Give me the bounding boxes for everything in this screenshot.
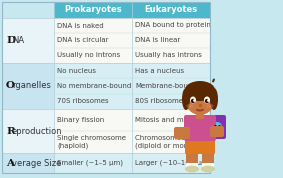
FancyBboxPatch shape <box>186 163 198 172</box>
FancyBboxPatch shape <box>208 115 226 139</box>
Ellipse shape <box>207 104 213 108</box>
FancyBboxPatch shape <box>186 148 198 172</box>
Text: O: O <box>6 82 15 90</box>
Bar <box>132 18 210 63</box>
Text: R: R <box>6 127 15 135</box>
FancyBboxPatch shape <box>202 163 214 172</box>
Text: Usually no introns: Usually no introns <box>57 53 120 59</box>
Bar <box>2 109 54 153</box>
Ellipse shape <box>204 96 210 103</box>
Text: Single chromosome
(haploid): Single chromosome (haploid) <box>57 135 126 149</box>
Text: Membrane-bound: Membrane-bound <box>135 83 197 89</box>
Text: DNA bound to protein: DNA bound to protein <box>135 22 211 28</box>
Bar <box>2 2 210 173</box>
Bar <box>2 18 54 63</box>
Bar <box>132 2 210 18</box>
Bar <box>54 63 132 109</box>
Text: No membrane-bound: No membrane-bound <box>57 83 131 89</box>
Text: Mitosis and meiosis: Mitosis and meiosis <box>135 117 203 123</box>
Text: rganelles: rganelles <box>12 82 51 90</box>
FancyArrowPatch shape <box>213 80 214 82</box>
Bar <box>132 63 210 109</box>
Ellipse shape <box>185 81 215 99</box>
Text: Prokaryotes: Prokaryotes <box>64 6 122 14</box>
Bar <box>2 2 54 18</box>
Bar <box>2 153 54 173</box>
Circle shape <box>191 99 195 103</box>
FancyBboxPatch shape <box>184 115 216 141</box>
Text: Chromosomes paired
(diploid or more): Chromosomes paired (diploid or more) <box>135 135 209 149</box>
FancyBboxPatch shape <box>210 126 224 137</box>
Text: Smaller (~1–5 μm): Smaller (~1–5 μm) <box>57 160 123 166</box>
Bar <box>2 63 54 109</box>
Ellipse shape <box>186 89 214 101</box>
Text: Larger (~10–100 μm): Larger (~10–100 μm) <box>135 160 211 166</box>
Text: Has a nucleus: Has a nucleus <box>135 68 184 74</box>
FancyBboxPatch shape <box>202 148 214 172</box>
Text: verage Size: verage Size <box>12 158 61 167</box>
FancyBboxPatch shape <box>185 136 215 154</box>
Bar <box>132 153 210 173</box>
Text: Usually has introns: Usually has introns <box>135 53 202 59</box>
Ellipse shape <box>185 83 215 115</box>
Text: 80S ribosomes: 80S ribosomes <box>135 98 186 104</box>
Bar <box>54 18 132 63</box>
Text: D: D <box>6 36 15 45</box>
Text: Eukaryotes: Eukaryotes <box>144 6 198 14</box>
Bar <box>54 109 132 153</box>
Text: DNA is naked: DNA is naked <box>57 22 104 28</box>
Text: NA: NA <box>12 36 24 45</box>
Circle shape <box>205 99 209 103</box>
Ellipse shape <box>182 88 190 110</box>
Ellipse shape <box>186 104 194 108</box>
Ellipse shape <box>201 166 215 172</box>
FancyBboxPatch shape <box>174 127 190 139</box>
Circle shape <box>212 122 222 132</box>
Text: DNA is linear: DNA is linear <box>135 38 180 43</box>
Ellipse shape <box>190 96 196 103</box>
Text: DNA is circular: DNA is circular <box>57 38 108 43</box>
Text: Binary fission: Binary fission <box>57 117 104 123</box>
Bar <box>54 153 132 173</box>
Ellipse shape <box>183 98 188 106</box>
Text: eproduction: eproduction <box>12 127 63 135</box>
Text: No nucleus: No nucleus <box>57 68 96 74</box>
Ellipse shape <box>185 166 199 172</box>
Text: 70S ribosomes: 70S ribosomes <box>57 98 109 104</box>
Ellipse shape <box>213 98 218 106</box>
Text: A: A <box>6 158 14 167</box>
Bar <box>54 2 132 18</box>
Ellipse shape <box>210 88 218 110</box>
Bar <box>132 109 210 153</box>
Bar <box>196 113 204 119</box>
